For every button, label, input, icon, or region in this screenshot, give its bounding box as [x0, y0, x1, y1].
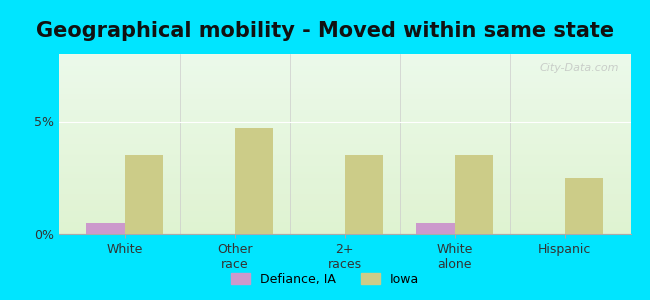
Bar [454, 155, 493, 234]
Legend: Defiance, IA, Iowa: Defiance, IA, Iowa [226, 268, 424, 291]
Text: Geographical mobility - Moved within same state: Geographical mobility - Moved within sam… [36, 21, 614, 41]
Bar [416, 223, 454, 234]
Bar [86, 223, 125, 234]
Text: City-Data.com: City-Data.com [540, 63, 619, 73]
Bar [125, 155, 163, 234]
Bar [235, 128, 273, 234]
Bar [564, 178, 603, 234]
Bar [344, 155, 383, 234]
